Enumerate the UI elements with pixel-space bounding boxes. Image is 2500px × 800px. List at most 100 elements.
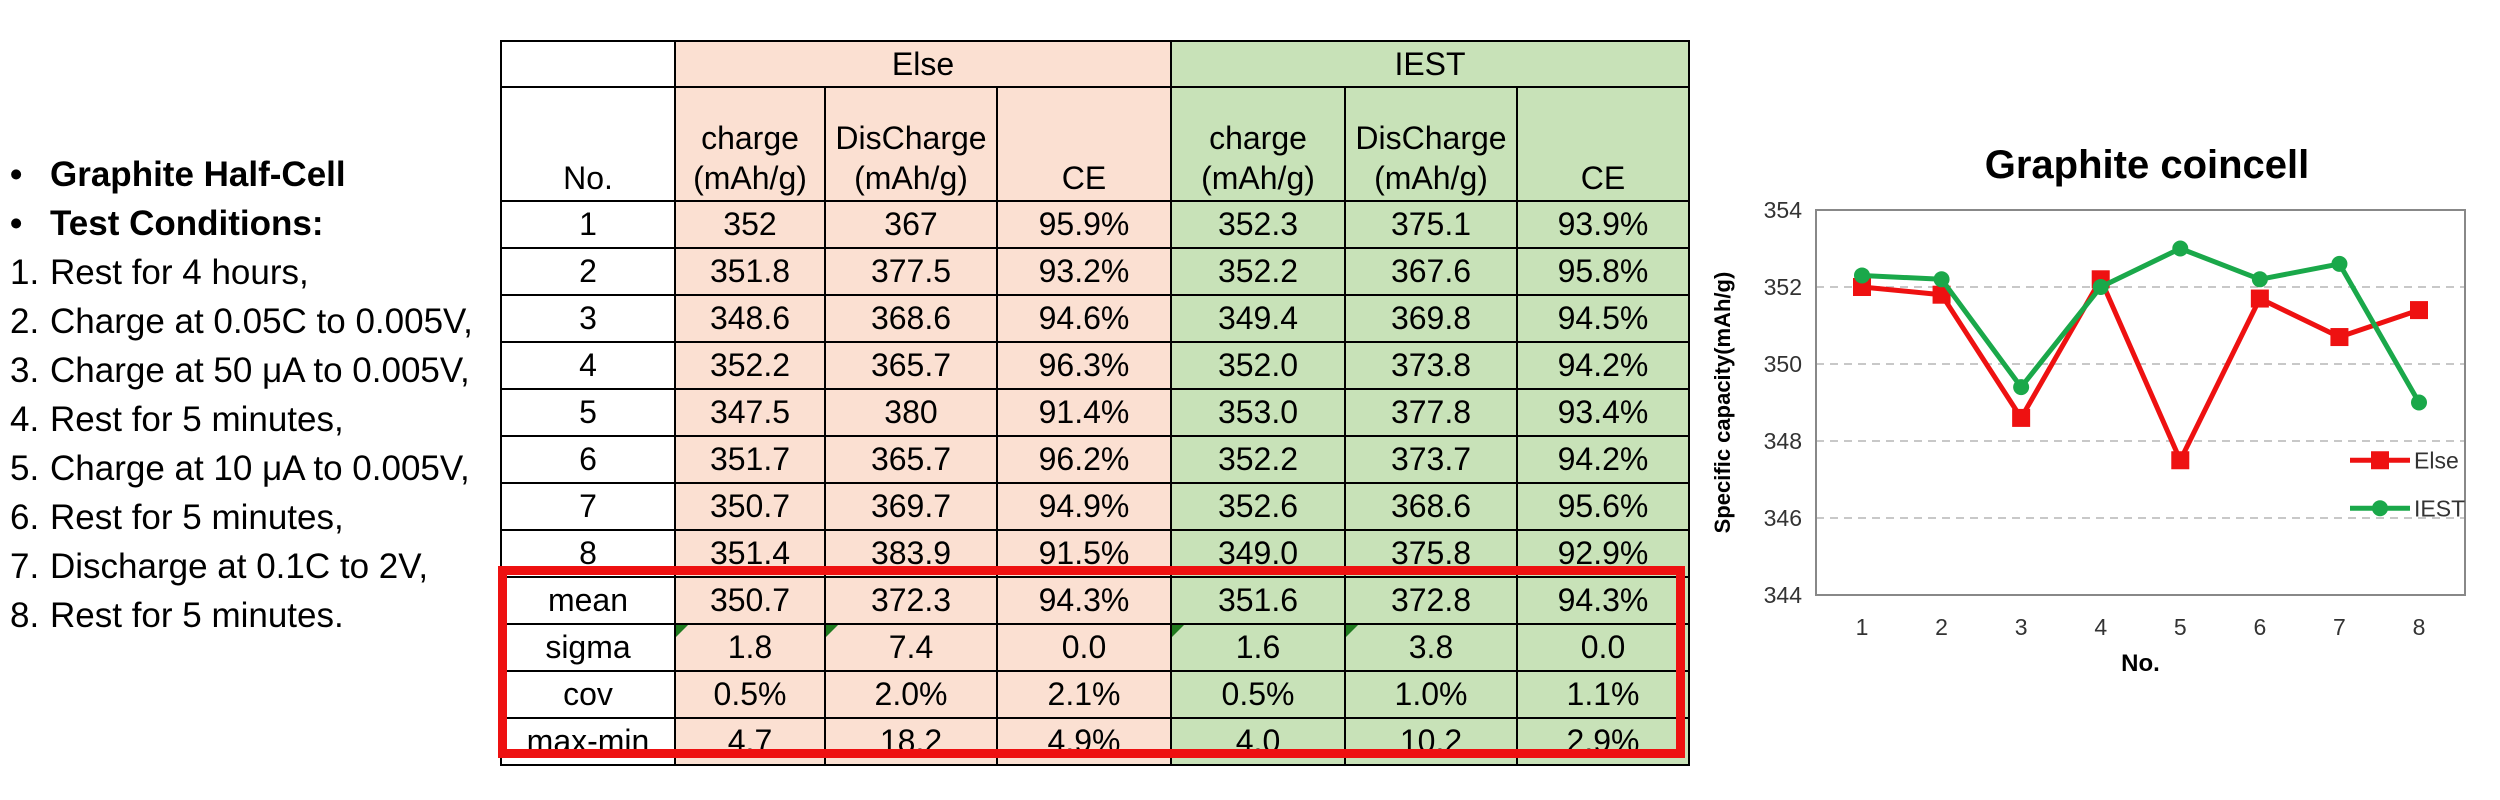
bullet-dot: • [10, 204, 23, 243]
value-cell: 1.0% [1344, 670, 1518, 719]
test-notes: • Graphite Half-Cell • Test Conditions: 1. Re… [10, 150, 490, 640]
step-text: Charge at 50 μA to 0.005V, [50, 351, 470, 390]
value-cell: 377.5 [824, 247, 998, 296]
chart-title: Graphite coincell [1985, 143, 2310, 187]
step-text: Rest for 5 minutes, [50, 400, 344, 439]
table-row: 7 350.7 369.7 94.9% 352.6 368.6 95.6% [500, 482, 1690, 531]
x-tick-label: 8 [2413, 614, 2426, 640]
value-cell: 94.5% [1516, 294, 1690, 343]
row-label-cell: 5 [500, 388, 676, 437]
value-cell: 95.9% [996, 200, 1172, 249]
column-header: CE [996, 86, 1172, 202]
summary-row: max-min 4.7 18.2 4.9% 4.0 10.2 2.9% [500, 717, 1690, 766]
table-row: 5 347.5 380 91.4% 353.0 377.8 93.4% [500, 388, 1690, 437]
value-cell: 352.2 [1170, 435, 1346, 484]
bullet-text: Graphite Half-Cell [50, 155, 346, 194]
value-cell: 373.8 [1344, 341, 1518, 390]
value-cell: 365.7 [824, 341, 998, 390]
value-cell: 4.0 [1170, 717, 1346, 766]
table-row: 2 351.8 377.5 93.2% 352.2 367.6 95.8% [500, 247, 1690, 296]
column-header-no: No. [500, 86, 676, 202]
value-cell: 351.4 [674, 529, 826, 578]
value-cell: 352.2 [1170, 247, 1346, 296]
x-tick-label: 6 [2253, 614, 2266, 640]
value-cell: 1.6 [1170, 623, 1346, 672]
step-text: Charge at 0.05C to 0.005V, [50, 302, 473, 341]
value-cell: 369.7 [824, 482, 998, 531]
summary-row: cov 0.5% 2.0% 2.1% 0.5% 1.0% 1.1% [500, 670, 1690, 719]
x-tick-label: 1 [1856, 614, 1869, 640]
row-label-cell: 1 [500, 200, 676, 249]
bullet-dot: • [10, 155, 23, 194]
data-point-else [1932, 285, 1951, 304]
value-cell: 0.5% [1170, 670, 1346, 719]
value-cell: 96.2% [996, 435, 1172, 484]
value-cell: 0.0 [996, 623, 1172, 672]
x-tick-label: 3 [2015, 614, 2028, 640]
test-step: 7. Discharge at 0.1C to 2V, [10, 542, 490, 591]
value-cell: 91.5% [996, 529, 1172, 578]
value-cell: 2.1% [996, 670, 1172, 719]
data-point-iest [1933, 271, 1950, 288]
legend-label-else: Else [2414, 447, 2459, 473]
value-cell: 7.4 [824, 623, 998, 672]
value-cell: 347.5 [674, 388, 826, 437]
cell-comment-marker [1172, 625, 1184, 637]
value-cell: 348.6 [674, 294, 826, 343]
value-cell: 383.9 [824, 529, 998, 578]
row-label-cell: 8 [500, 529, 676, 578]
value-cell: 95.8% [1516, 247, 1690, 296]
step-number: 6. [10, 498, 40, 537]
test-step: 1. Rest for 4 hours, [10, 248, 490, 297]
x-axis-label: No. [2121, 650, 2160, 677]
summary-row: sigma 1.8 7.4 0.0 1.6 3.8 0.0 [500, 623, 1690, 672]
data-point-iest [2251, 271, 2268, 288]
y-tick-label: 350 [1764, 351, 1802, 377]
cell-comment-marker [1346, 625, 1358, 637]
group-header-iest: IEST [1170, 40, 1690, 88]
value-cell: 367 [824, 200, 998, 249]
value-cell: 92.9% [1516, 529, 1690, 578]
value-cell: 4.9% [996, 717, 1172, 766]
data-point-iest [2013, 379, 2030, 396]
column-header: CE [1516, 86, 1690, 202]
row-label-cell: sigma [500, 623, 676, 672]
test-step: 4. Rest for 5 minutes, [10, 395, 490, 444]
x-tick-label: 2 [1935, 614, 1948, 640]
step-number: 5. [10, 449, 40, 488]
legend-marker-else [2371, 451, 2389, 470]
y-tick-label: 348 [1764, 428, 1802, 454]
value-cell: 375.1 [1344, 200, 1518, 249]
data-point-iest [2331, 255, 2348, 272]
x-tick-label: 7 [2333, 614, 2346, 640]
value-cell: 365.7 [824, 435, 998, 484]
legend-marker-iest [2372, 500, 2388, 517]
step-number: 4. [10, 400, 40, 439]
header-blank-cell [500, 40, 676, 88]
row-label-cell: 4 [500, 341, 676, 390]
value-cell: 93.2% [996, 247, 1172, 296]
data-point-else [2012, 408, 2031, 427]
step-text: Rest for 5 minutes, [50, 498, 344, 537]
row-label-cell: 7 [500, 482, 676, 531]
row-label-cell: mean [500, 576, 676, 625]
table-row: 1 352 367 95.9% 352.3 375.1 93.9% [500, 200, 1690, 249]
value-cell: 350.7 [674, 576, 826, 625]
data-point-else [2171, 451, 2190, 470]
value-cell: 368.6 [1344, 482, 1518, 531]
y-tick-label: 354 [1764, 197, 1803, 223]
value-cell: 369.8 [1344, 294, 1518, 343]
value-cell: 3.8 [1344, 623, 1518, 672]
step-text: Discharge at 0.1C to 2V, [50, 547, 429, 586]
value-cell: 368.6 [824, 294, 998, 343]
value-cell: 380 [824, 388, 998, 437]
group-header-else: Else [674, 40, 1172, 88]
value-cell: 0.0 [1516, 623, 1690, 672]
column-header: charge (mAh/g) [1170, 86, 1346, 202]
value-cell: 94.2% [1516, 435, 1690, 484]
value-cell: 1.1% [1516, 670, 1690, 719]
row-label-cell: cov [500, 670, 676, 719]
value-cell: 10.2 [1344, 717, 1518, 766]
table-column-header-row: No. charge (mAh/g) DisCharge (mAh/g) CE charge… [500, 86, 1690, 202]
value-cell: 94.2% [1516, 341, 1690, 390]
